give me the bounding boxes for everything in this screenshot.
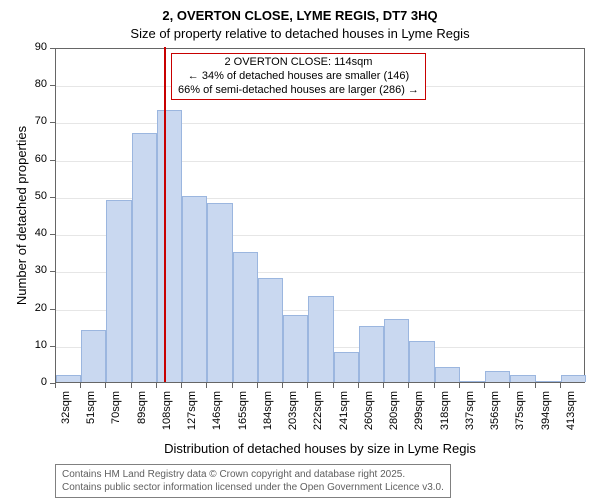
xtick-mark [282,383,283,388]
histogram-bar [207,203,232,382]
footer-line2: Contains public sector information licen… [62,481,444,494]
xtick-label: 375sqm [514,391,526,446]
annotation-line3: 66% of semi-detached houses are larger (… [178,84,419,98]
xtick-mark [105,383,106,388]
xtick-label: 280sqm [388,391,400,446]
ytick-label: 70 [23,115,47,127]
histogram-bar [435,367,460,382]
xtick-label: 108sqm [161,391,173,446]
histogram-bar [233,252,258,382]
ytick-label: 50 [23,190,47,202]
xtick-label: 318sqm [439,391,451,446]
ytick-mark [50,234,55,235]
chart-title-line2: Size of property relative to detached ho… [0,26,600,41]
xtick-label: 51sqm [85,391,97,446]
chart-container: 2, OVERTON CLOSE, LYME REGIS, DT7 3HQ Si… [0,0,600,500]
ytick-mark [50,271,55,272]
xtick-mark [333,383,334,388]
xtick-label: 260sqm [363,391,375,446]
xtick-mark [257,383,258,388]
annotation-box: 2 OVERTON CLOSE: 114sqm ← 34% of detache… [171,53,426,100]
xtick-label: 203sqm [287,391,299,446]
xtick-label: 356sqm [489,391,501,446]
attribution-footer: Contains HM Land Registry data © Crown c… [55,464,451,498]
histogram-bar [258,278,283,382]
histogram-bar [106,200,131,382]
ytick-mark [50,197,55,198]
xtick-mark [206,383,207,388]
xtick-label: 165sqm [237,391,249,446]
ytick-mark [50,346,55,347]
xtick-label: 70sqm [110,391,122,446]
xtick-mark [307,383,308,388]
histogram-bar [384,319,409,382]
ytick-label: 80 [23,78,47,90]
grid-line [56,123,584,124]
histogram-bar [409,341,434,382]
annotation-line2: ← 34% of detached houses are smaller (14… [178,70,419,84]
xtick-mark [80,383,81,388]
histogram-bar [510,375,535,382]
histogram-bar [308,296,333,382]
y-axis-label: Number of detached properties [14,48,29,383]
histogram-bar [561,375,586,382]
xtick-mark [181,383,182,388]
ytick-mark [50,309,55,310]
xtick-mark [484,383,485,388]
ytick-mark [50,160,55,161]
histogram-bar [536,381,561,382]
xtick-label: 394sqm [540,391,552,446]
ytick-label: 30 [23,264,47,276]
histogram-bar [132,133,157,382]
ytick-mark [50,122,55,123]
xtick-mark [383,383,384,388]
xtick-mark [459,383,460,388]
xtick-label: 222sqm [312,391,324,446]
xtick-mark [131,383,132,388]
xtick-label: 413sqm [565,391,577,446]
xtick-label: 32sqm [60,391,72,446]
ytick-mark [50,85,55,86]
chart-title-line1: 2, OVERTON CLOSE, LYME REGIS, DT7 3HQ [0,8,600,23]
xtick-mark [408,383,409,388]
histogram-bar [157,110,182,382]
xtick-mark [434,383,435,388]
ytick-label: 10 [23,339,47,351]
xtick-label: 299sqm [413,391,425,446]
histogram-bar [460,381,485,382]
xtick-mark [535,383,536,388]
xtick-label: 337sqm [464,391,476,446]
xtick-label: 89sqm [136,391,148,446]
ytick-label: 90 [23,41,47,53]
histogram-bar [182,196,207,382]
footer-line1: Contains HM Land Registry data © Crown c… [62,468,444,481]
xtick-mark [560,383,561,388]
xtick-mark [232,383,233,388]
xtick-label: 184sqm [262,391,274,446]
plot-area: 2 OVERTON CLOSE: 114sqm ← 34% of detache… [55,48,585,383]
xtick-mark [509,383,510,388]
property-marker-line [164,47,166,382]
histogram-bar [56,375,81,382]
xtick-mark [55,383,56,388]
xtick-label: 241sqm [338,391,350,446]
ytick-label: 0 [23,376,47,388]
ytick-label: 20 [23,302,47,314]
histogram-bar [485,371,510,382]
annotation-line1: 2 OVERTON CLOSE: 114sqm [178,56,419,70]
ytick-mark [50,48,55,49]
xtick-mark [358,383,359,388]
histogram-bar [334,352,359,382]
ytick-label: 60 [23,153,47,165]
histogram-bar [359,326,384,382]
histogram-bar [81,330,106,382]
ytick-label: 40 [23,227,47,239]
xtick-label: 127sqm [186,391,198,446]
histogram-bar [283,315,308,382]
xtick-mark [156,383,157,388]
xtick-label: 146sqm [211,391,223,446]
